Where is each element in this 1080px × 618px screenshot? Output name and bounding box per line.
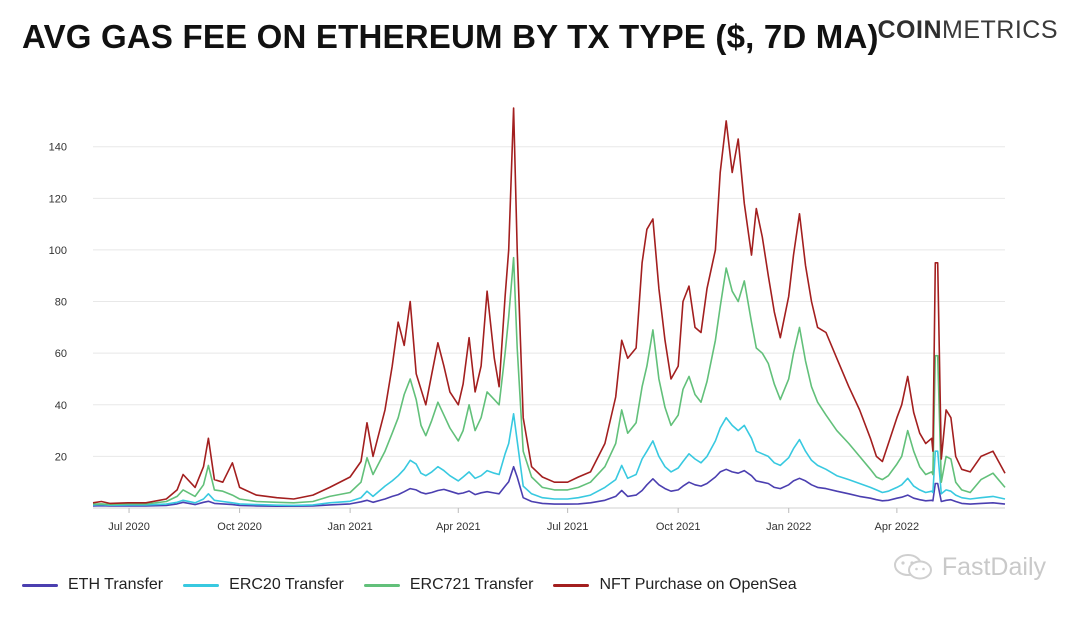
legend-swatch-eth bbox=[22, 583, 58, 587]
brand-logo-light: METRICS bbox=[942, 16, 1058, 44]
legend-swatch-erc721 bbox=[363, 583, 400, 587]
legend-swatch-nft bbox=[553, 583, 590, 587]
wechat-icon bbox=[893, 554, 932, 580]
x-tick-label: Jul 2020 bbox=[108, 521, 150, 533]
y-tick-label: 140 bbox=[49, 142, 67, 154]
x-tick-label: Jul 2021 bbox=[547, 521, 589, 533]
chart-legend: ETH Transfer ERC20 Transfer ERC721 Trans… bbox=[22, 576, 797, 594]
legend-item-nft[interactable]: NFT Purchase on OpenSea bbox=[553, 576, 797, 594]
x-tick-label: Apr 2021 bbox=[436, 521, 481, 533]
x-tick-label: Oct 2020 bbox=[217, 521, 262, 533]
legend-item-erc20[interactable]: ERC20 Transfer bbox=[183, 576, 344, 594]
brand-logo-bold: COIN bbox=[877, 16, 942, 44]
watermark: FastDaily bbox=[892, 552, 1046, 582]
series-line-eth bbox=[92, 465, 1006, 508]
y-tick-label: 100 bbox=[49, 245, 67, 257]
line-chart: 20 40 60 80 100 120 140 Jul 2020 Oct 2020 Jan 202… bbox=[49, 107, 1006, 533]
legend-swatch-erc20 bbox=[183, 583, 220, 587]
x-tick-label: Jan 2021 bbox=[328, 521, 373, 533]
y-tick-label: 20 bbox=[55, 451, 67, 463]
y-tick-label: 80 bbox=[55, 297, 67, 309]
series-line-nft bbox=[92, 107, 1006, 505]
legend-item-eth[interactable]: ETH Transfer bbox=[22, 576, 163, 594]
legend-label-erc721: ERC721 Transfer bbox=[409, 576, 534, 593]
series-line-erc20 bbox=[92, 412, 1006, 507]
page-title: AVG GAS FEE ON ETHEREUM BY TX TYPE ($, 7… bbox=[22, 18, 879, 55]
legend-label-eth: ETH Transfer bbox=[68, 576, 164, 593]
x-tick-label: Oct 2021 bbox=[656, 521, 701, 533]
legend-label-nft: NFT Purchase on OpenSea bbox=[599, 576, 797, 593]
brand-logo: COINMETRICS bbox=[878, 16, 1059, 45]
legend-label-erc20: ERC20 Transfer bbox=[229, 576, 344, 593]
x-tick-label: Apr 2022 bbox=[875, 521, 920, 533]
x-tick-label: Jan 2022 bbox=[766, 521, 811, 533]
legend-item-erc721[interactable]: ERC721 Transfer bbox=[363, 576, 534, 594]
y-tick-label: 40 bbox=[55, 400, 67, 412]
watermark-text: FastDaily bbox=[941, 552, 1046, 581]
series-line-erc721 bbox=[92, 256, 1006, 506]
y-tick-label: 60 bbox=[55, 348, 67, 360]
y-tick-label: 120 bbox=[49, 193, 67, 205]
